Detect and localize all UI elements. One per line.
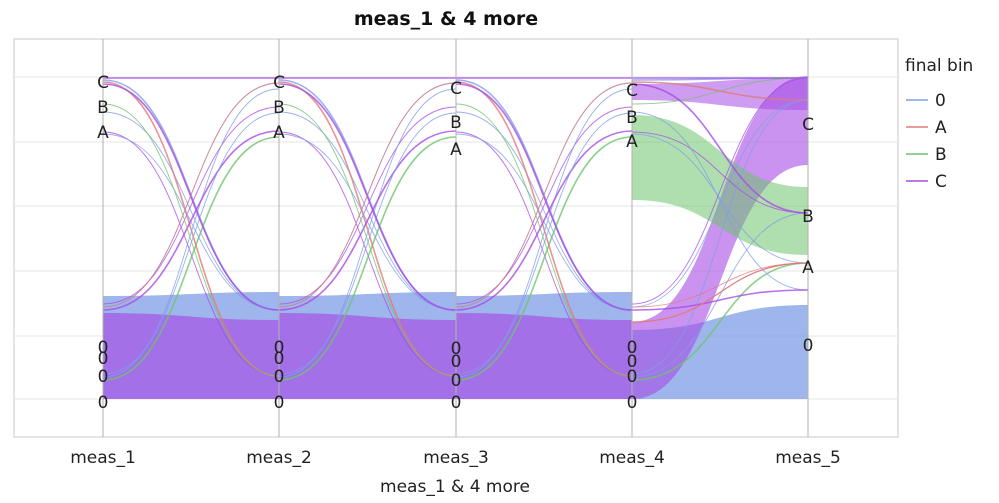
node-label-meas_5-3: 0: [803, 336, 814, 356]
node-label-meas_5-1: B: [802, 207, 814, 227]
thin-flow-35: [455, 88, 633, 378]
thin-flow-21: [278, 88, 457, 378]
node-label-meas_1-1: B: [97, 98, 109, 118]
node-label-meas_3-1: B: [450, 113, 462, 133]
x-axis-label: meas_1 & 4 more: [380, 477, 530, 497]
thin-flow-11: [102, 112, 280, 375]
thin-flow-2: [102, 131, 280, 377]
node-label-meas_1-0: C: [97, 73, 109, 93]
node-label-meas_2-5: 0: [274, 367, 285, 387]
node-label-meas_2-3: 0: [274, 338, 285, 358]
thin-flow-27: [278, 82, 457, 308]
node-label-meas_2-1: B: [273, 98, 285, 118]
chart-title: meas_1 & 4 more: [354, 8, 538, 30]
legend: final bin 0 ABC: [905, 56, 973, 192]
x-tick-meas_2: meas_2: [246, 448, 312, 468]
x-tick-meas_1: meas_1: [70, 448, 136, 468]
thin-flow-3: [102, 136, 280, 381]
node-label-meas_4-3: 0: [627, 338, 638, 358]
thin-flow-30: [455, 131, 633, 377]
legend-label-B: B: [935, 145, 947, 165]
thin-flow-43: [631, 99, 809, 308]
thin-flow-5: [102, 106, 280, 305]
thin-flow-49: [631, 212, 809, 378]
thin-flow-51: [631, 289, 809, 311]
legend-label-0: 0: [935, 91, 946, 111]
thin-flow-9: [102, 130, 280, 311]
thin-flow-50: [631, 133, 809, 264]
thin-flow-39: [455, 112, 633, 375]
node-label-meas_2-2: A: [273, 123, 285, 143]
node-label-meas_4-0: C: [626, 81, 638, 101]
node-label-meas_2-4: 0: [274, 349, 285, 369]
thin-flow-54: [631, 83, 809, 214]
thin-flow-34: [455, 81, 633, 377]
node-label-meas_4-1: B: [626, 108, 638, 128]
node-label-meas_2-6: 0: [274, 393, 285, 413]
thin-flow-13: [102, 82, 280, 308]
thin-flow-47: [631, 77, 809, 305]
node-label-meas_4-2: A: [626, 132, 638, 152]
node-label-meas_3-5: 0: [451, 371, 462, 391]
thin-flow-31: [455, 136, 633, 381]
node-label-meas_3-3: 0: [451, 339, 462, 359]
ribbon-B-rise: [632, 115, 808, 255]
x-tick-meas_5: meas_5: [775, 448, 841, 468]
x-tick-labels: meas_1 meas_2 meas_3 meas_4 meas_5: [70, 448, 841, 468]
thin-flow-16: [278, 131, 457, 377]
thin-flow-41: [455, 82, 633, 308]
x-tick-meas_3: meas_3: [423, 448, 489, 468]
node-label-meas_1-4: 0: [98, 349, 109, 369]
ribbon-C-low-1: [279, 313, 456, 399]
thin-flow-10: [102, 103, 280, 377]
thin-flow-33: [455, 106, 633, 305]
ribbon-C-low-2: [456, 313, 632, 399]
ribbon-C-low-0: [103, 313, 279, 399]
legend-label-A: A: [935, 118, 947, 138]
thin-flow-25: [278, 112, 457, 375]
node-label-meas_2-0: C: [273, 73, 285, 93]
node-label-meas_3-0: C: [450, 79, 462, 99]
thin-flow-60: [631, 262, 809, 323]
thin-flow-7: [102, 88, 280, 378]
thin-flow-17: [278, 136, 457, 381]
thin-flow-20: [278, 81, 457, 377]
node-label-meas_3-2: A: [450, 140, 462, 160]
thin-flow-38: [455, 103, 633, 377]
thin-flow-40: [455, 83, 633, 311]
x-tick-meas_4: meas_4: [599, 448, 665, 468]
legend-title: final bin: [905, 56, 973, 76]
axes-layer: [102, 39, 809, 437]
node-label-meas_1-5: 0: [98, 367, 109, 387]
node-label-meas_5-2: A: [802, 258, 814, 278]
thin-flow-12: [102, 83, 280, 311]
node-label-meas_4-4: 0: [627, 352, 638, 372]
thin-flow-18: [278, 111, 457, 311]
thin-flow-53: [631, 99, 809, 375]
thin-flow-46: [631, 111, 809, 291]
node-label-meas_3-4: 0: [451, 352, 462, 372]
node-label-meas_1-2: A: [97, 123, 109, 143]
thin-flow-6: [102, 81, 280, 377]
thin-flow-37: [455, 130, 633, 311]
thin-flow-23: [278, 130, 457, 311]
node-label-meas_1-6: 0: [98, 393, 109, 413]
thin-flow-44: [631, 131, 809, 214]
node-label-meas_4-6: 0: [627, 393, 638, 413]
thin-flow-45: [631, 262, 809, 381]
node-label-meas_5-0: C: [802, 115, 814, 135]
thin-flow-19: [278, 106, 457, 305]
thin-flow-4: [102, 111, 280, 311]
thin-flow-26: [278, 83, 457, 311]
node-label-meas_3-6: 0: [451, 393, 462, 413]
thin-flow-24: [278, 103, 457, 377]
thin-flow-32: [455, 111, 633, 311]
thin-flow-52: [631, 77, 809, 105]
node-label-meas_4-5: 0: [627, 367, 638, 387]
node-label-meas_1-3: 0: [98, 338, 109, 358]
legend-label-C: C: [935, 172, 947, 192]
